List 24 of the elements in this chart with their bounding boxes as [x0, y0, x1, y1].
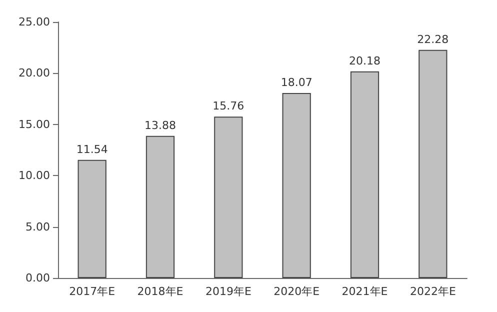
y-tick-label: 25.00: [18, 16, 50, 28]
y-tick-label: 10.00: [18, 169, 50, 182]
y-tick-label: 15.00: [18, 118, 50, 131]
data-label: 15.76: [212, 100, 244, 113]
y-tick-label: 20.00: [18, 66, 50, 80]
bar: [418, 50, 448, 278]
data-label: 13.88: [144, 118, 176, 132]
bar: [214, 116, 243, 278]
x-tick-label: 2021年E: [342, 285, 388, 298]
x-tick-label: 2018年E: [137, 285, 184, 298]
bar: [78, 160, 106, 278]
y-tick-label: 0.00: [26, 272, 50, 284]
bar: [350, 71, 380, 278]
x-tick-label: 2020年E: [274, 285, 320, 298]
data-label: 22.28: [417, 32, 449, 46]
x-tick-label: 2017年E: [69, 285, 116, 298]
data-label: 18.07: [280, 76, 312, 89]
y-tick-label: 5.00: [26, 220, 50, 234]
x-tick-label: 2022年E: [410, 285, 456, 298]
data-label: 11.54: [76, 142, 108, 156]
bar: [146, 136, 175, 278]
x-tick-label: 2019年E: [205, 285, 252, 298]
data-label: 20.18: [349, 54, 380, 68]
bar: [282, 92, 311, 278]
